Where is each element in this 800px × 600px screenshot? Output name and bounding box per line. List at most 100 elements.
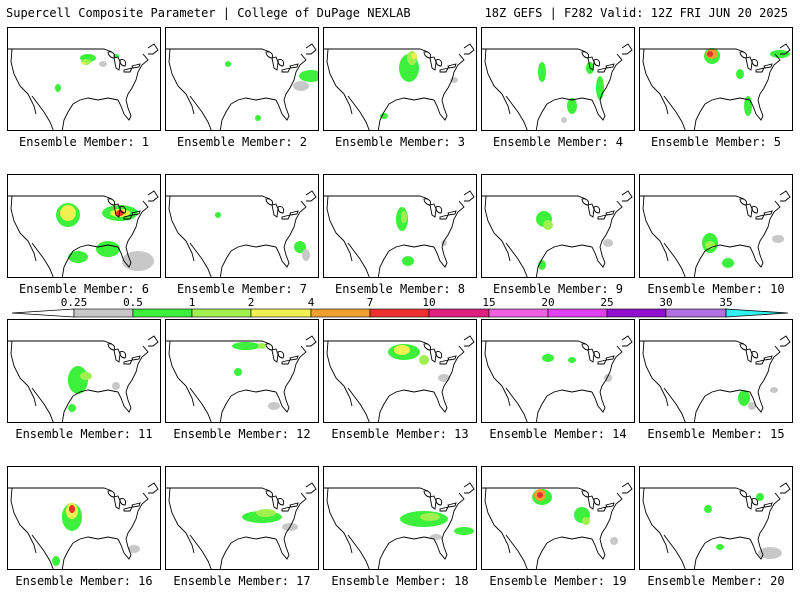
scp-contour: [411, 53, 417, 59]
map-outline: [72, 97, 119, 105]
map-outline: [423, 490, 431, 498]
map-outline: [324, 487, 429, 492]
map-outline: [113, 495, 121, 510]
map-outline: [591, 246, 606, 268]
scp-contour: [538, 62, 546, 82]
scp-contour: [438, 374, 450, 382]
legend-tick-label: 25: [600, 296, 613, 309]
legend-low-arrow: [11, 308, 75, 318]
map-outline: [230, 536, 277, 544]
map-outline: [324, 195, 429, 200]
map-outline: [125, 200, 149, 248]
scp-contour: [770, 387, 778, 393]
map-outline: [131, 355, 141, 361]
map-outline: [107, 343, 115, 351]
map-outline: [281, 506, 291, 512]
map-outline: [587, 348, 595, 363]
legend-tick-label: 2: [248, 296, 255, 309]
map-outline: [31, 387, 54, 422]
map-outline: [305, 335, 317, 347]
map-outline: [505, 387, 528, 422]
map-outline: [61, 103, 74, 130]
map-outline: [693, 395, 706, 422]
ensemble-member-map: [639, 27, 793, 131]
map-outline: [435, 59, 443, 67]
legend-swatch: [250, 308, 312, 318]
map-outline: [482, 195, 587, 200]
map-outline: [433, 246, 448, 268]
map-outline: [168, 487, 187, 534]
map-outline: [123, 506, 133, 512]
ensemble-member-map: [7, 27, 161, 131]
map-outline: [482, 48, 587, 53]
map-outline: [463, 190, 475, 202]
map-outline: [739, 343, 747, 351]
scp-contour: [420, 513, 440, 521]
scp-contour: [116, 210, 124, 216]
ensemble-member-map: [481, 466, 635, 570]
map-outline: [230, 389, 277, 397]
map-outline: [277, 498, 285, 506]
legend-swatch: [73, 308, 134, 318]
scp-contour: [81, 59, 91, 65]
ensemble-member-map: [481, 27, 635, 131]
scp-contour: [293, 81, 309, 91]
map-outline: [621, 43, 633, 55]
map-outline: [125, 492, 149, 540]
map-outline: [745, 348, 753, 363]
map-outline: [599, 492, 623, 540]
map-outline: [693, 250, 706, 277]
scp-contour: [736, 69, 744, 79]
ensemble-member-label: Ensemble Member: 3: [334, 135, 466, 149]
map-outline: [546, 244, 593, 252]
scp-contour: [255, 115, 261, 121]
scp-contour: [302, 249, 310, 261]
map-outline: [745, 495, 753, 510]
ensemble-member-label: Ensemble Member: 11: [15, 427, 153, 441]
map-outline: [605, 210, 615, 216]
map-outline: [693, 542, 706, 569]
map-outline: [663, 534, 686, 569]
map-outline: [119, 206, 127, 214]
map-outline: [281, 359, 291, 365]
map-outline: [219, 542, 232, 569]
map-outline: [605, 502, 615, 508]
ensemble-member-map: [165, 27, 319, 131]
map-outline: [189, 534, 212, 569]
map-outline: [621, 190, 633, 202]
legend-tick-label: 0.25: [61, 296, 88, 309]
map-outline: [61, 250, 74, 277]
legend-tick-label: 35: [719, 296, 732, 309]
legend-high-arrow: [725, 308, 789, 318]
map-outline: [441, 492, 465, 540]
map-outline: [447, 355, 457, 361]
map-outline: [591, 538, 606, 560]
map-outline: [463, 43, 475, 55]
map-outline: [117, 391, 132, 413]
map-outline: [219, 103, 232, 130]
ensemble-member-map: [323, 27, 477, 131]
map-outline: [640, 195, 745, 200]
scp-contour: [738, 390, 750, 406]
map-outline: [749, 538, 764, 560]
map-outline: [581, 198, 589, 206]
map-outline: [535, 250, 548, 277]
map-outline: [587, 56, 595, 71]
ensemble-member-label: Ensemble Member: 8: [334, 282, 466, 296]
ensemble-member-map: [323, 319, 477, 423]
map-outline: [147, 190, 159, 202]
map-outline: [755, 359, 765, 365]
map-outline: [189, 242, 212, 277]
map-outline: [433, 391, 448, 413]
map-outline: [429, 495, 437, 510]
scp-contour: [568, 357, 576, 363]
map-outline: [739, 198, 747, 206]
map-outline: [640, 48, 745, 53]
scp-contour: [68, 366, 88, 394]
map-outline: [326, 195, 345, 242]
color-scale-legend: 0.25 0.5 1 2 4 7 10 15 20 25 30 35: [11, 296, 789, 318]
map-outline: [779, 190, 791, 202]
map-outline: [107, 198, 115, 206]
map-outline: [755, 67, 765, 73]
scp-contour: [122, 251, 154, 271]
